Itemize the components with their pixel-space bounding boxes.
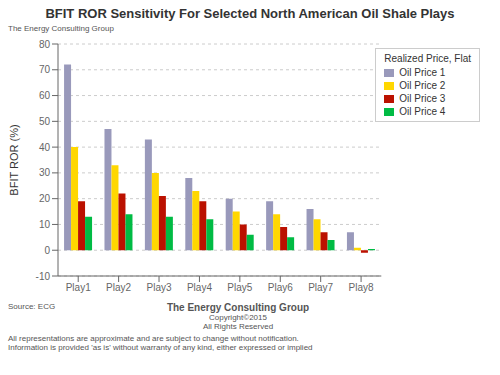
html-text:Oil Price 2: Oil Price 2 <box>399 80 446 91</box>
html-text:Source: ECG: Source: ECG <box>8 302 56 311</box>
html-text:Copyright©2015: Copyright©2015 <box>209 313 267 322</box>
svg-text:Play8: Play8 <box>349 282 374 293</box>
html-text:Information is provided 'as is: Information is provided 'as is' without … <box>8 343 313 352</box>
svg-text:60: 60 <box>39 90 51 101</box>
html-text:Oil Price 3: Oil Price 3 <box>399 93 446 104</box>
svg-text:BFIT ROR (%): BFIT ROR (%) <box>8 124 20 195</box>
html-text:Oil Price 1: Oil Price 1 <box>399 67 446 78</box>
svg-text:Play2: Play2 <box>106 282 131 293</box>
html-text:The Energy Consulting Group: The Energy Consulting Group <box>8 24 114 33</box>
svg-text:Play6: Play6 <box>268 282 293 293</box>
svg-text:50: 50 <box>39 116 51 127</box>
html-text:BFIT ROR Sensitivity For Selec: BFIT ROR Sensitivity For Selected North … <box>45 6 455 21</box>
svg-text:80: 80 <box>39 39 51 50</box>
html-text:All Rights Reserved: All Rights Reserved <box>202 322 274 331</box>
svg-text:Play7: Play7 <box>308 282 333 293</box>
html-text:Oil Price 4: Oil Price 4 <box>399 106 446 117</box>
svg-text:70: 70 <box>39 64 51 75</box>
svg-text:30: 30 <box>39 167 51 178</box>
svg-text:0: 0 <box>44 245 50 256</box>
svg-text:Play3: Play3 <box>147 282 172 293</box>
svg-text:Play1: Play1 <box>66 282 91 293</box>
svg-text:-10: -10 <box>36 271 51 282</box>
svg-text:Play5: Play5 <box>227 282 252 293</box>
svg-text:40: 40 <box>39 142 51 153</box>
svg-text:20: 20 <box>39 193 51 204</box>
html-text:Realized Price, Flat: Realized Price, Flat <box>384 53 471 64</box>
svg-text:10: 10 <box>39 219 51 230</box>
html-text:The Energy Consulting Group: The Energy Consulting Group <box>166 302 310 313</box>
svg-text:Play4: Play4 <box>187 282 212 293</box>
html-text:All representations are approx: All representations are approximate and … <box>8 334 299 343</box>
